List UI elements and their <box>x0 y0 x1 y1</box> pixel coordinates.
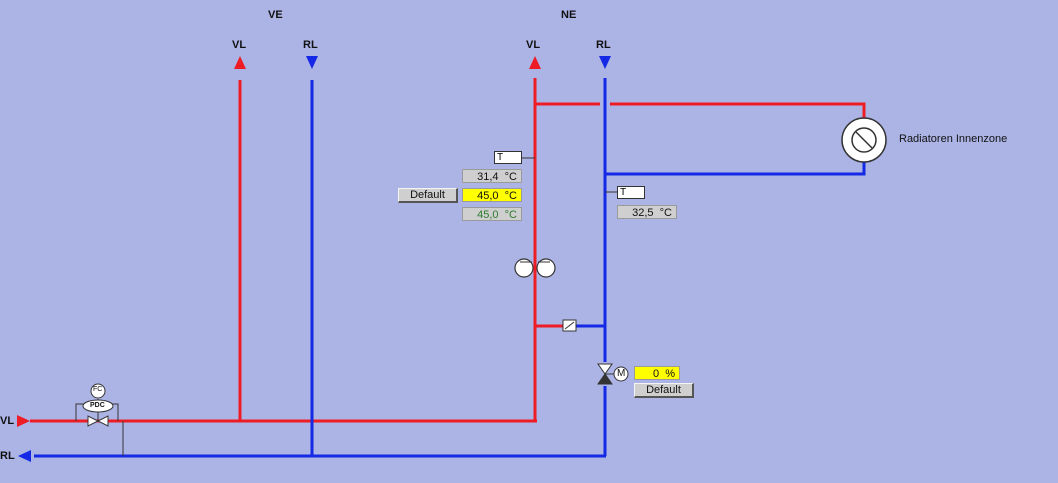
pdc-label: PDC <box>90 402 105 409</box>
supply-temp-actual-unit: °C <box>504 171 517 183</box>
ve-vl-arrow-icon <box>234 56 246 69</box>
valve-position-value: 0 <box>652 368 660 380</box>
valve-default-button[interactable]: Default <box>634 383 694 398</box>
supply-temp-computed-value: 45,0 <box>477 209 499 221</box>
pdc-fc-label: FC <box>93 386 103 393</box>
return-temp-actual: 32,5 °C <box>617 205 677 219</box>
supply-temp-computed-unit: °C <box>504 209 517 221</box>
supply-default-button[interactable]: Default <box>398 188 458 203</box>
valve-position[interactable]: 0 % <box>634 366 680 380</box>
ve-rl-label: RL <box>303 39 318 51</box>
supply-pipes <box>30 78 866 423</box>
ne-vl-arrow-icon <box>529 56 541 69</box>
ne-rl-arrow-icon <box>599 56 611 69</box>
pdc-valve-icon[interactable] <box>82 383 114 427</box>
supply-temp-sensor-icon[interactable]: T <box>494 151 522 164</box>
ne-label: NE <box>561 9 577 21</box>
return-temp-actual-unit: °C <box>659 207 672 219</box>
supply-temp-actual-value: 31,4 <box>477 171 499 183</box>
left-rl-label: RL <box>0 450 15 462</box>
mixing-valve-icon[interactable] <box>597 363 629 385</box>
return-sensor-tag: T <box>620 187 627 198</box>
left-vl-label: VL <box>0 415 15 427</box>
ne-rl-label: RL <box>596 39 611 51</box>
twin-pump-icon[interactable] <box>514 258 556 278</box>
ve-vl-label: VL <box>232 39 247 51</box>
return-temp-sensor-icon[interactable]: T <box>617 186 645 199</box>
ve-label: VE <box>268 9 283 21</box>
return-pipes <box>34 78 866 458</box>
return-temp-actual-value: 32,5 <box>632 207 654 219</box>
consumer-label: Radiatoren Innenzone <box>899 133 1008 145</box>
left-vl-arrow-icon <box>17 415 30 427</box>
supply-sensor-tag: T <box>497 152 504 163</box>
left-rl-arrow-icon <box>18 450 31 462</box>
check-valve-icon[interactable] <box>562 319 577 332</box>
radiator-icon[interactable] <box>841 117 887 163</box>
supply-temp-setpoint-unit: °C <box>504 190 517 202</box>
supply-temp-computed: 45,0 °C <box>462 207 522 221</box>
supply-temp-actual: 31,4 °C <box>462 169 522 183</box>
ne-vl-label: VL <box>526 39 541 51</box>
supply-temp-setpoint[interactable]: 45,0 °C <box>462 188 522 202</box>
valve-position-unit: % <box>665 368 675 380</box>
motor-label: M <box>617 368 626 379</box>
supply-temp-setpoint-value: 45,0 <box>477 190 499 202</box>
ve-rl-arrow-icon <box>306 56 318 69</box>
